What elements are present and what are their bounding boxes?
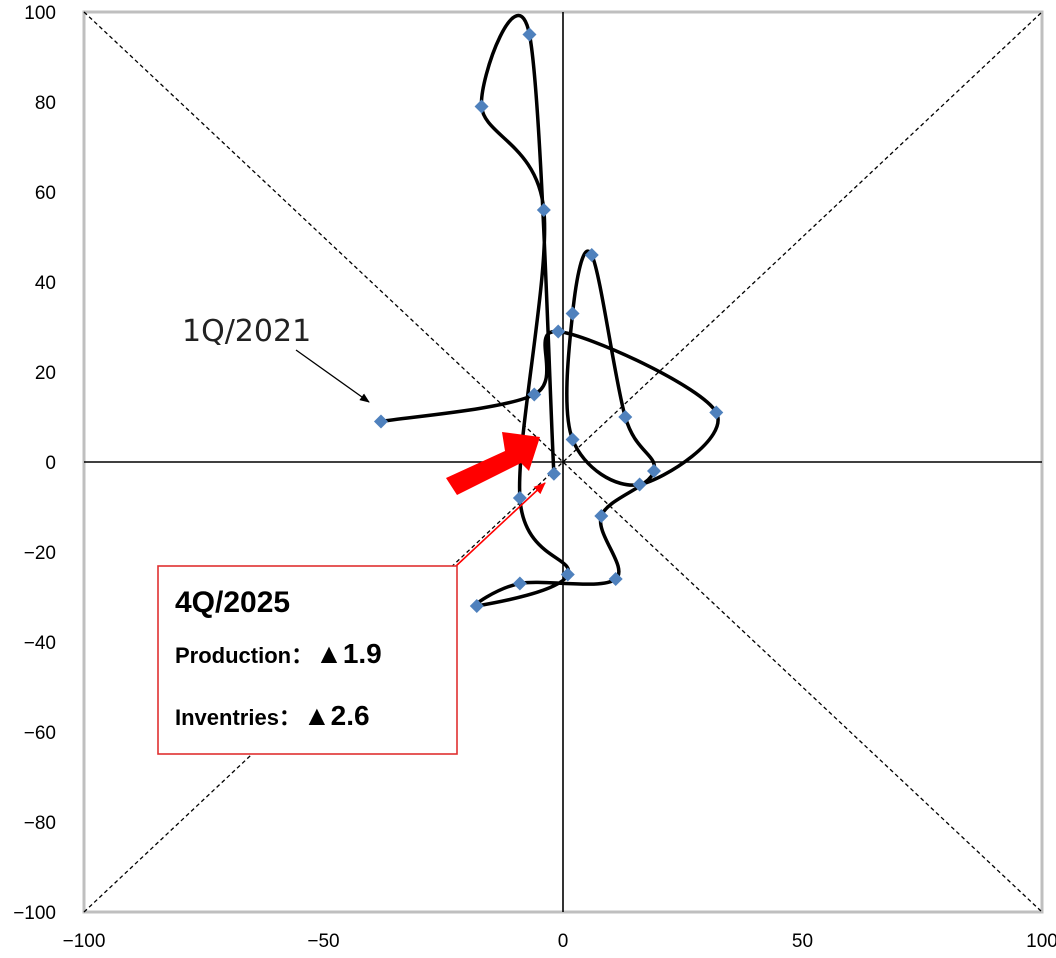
data-point-marker [565,432,580,447]
x-tick-label: 0 [558,931,569,952]
annotation-1q2021-label: 1Q/2021 [182,314,311,349]
y-tick-label: −40 [24,633,56,654]
series-markers [373,27,724,613]
data-point-marker [565,306,580,321]
y-tick-label: 80 [35,93,56,114]
x-tick-label: 100 [1026,931,1056,952]
y-tick-labels: 100 80 60 40 20 0 −20 −40 −60 −80 −100 [13,3,56,924]
diagonal-line-descending [83,11,1043,913]
data-point-marker [546,466,561,481]
y-tick-label: −60 [24,723,56,744]
x-tick-label: −100 [63,931,106,952]
y-tick-label: 60 [35,183,56,204]
data-point-marker [608,572,623,586]
annotation-4q2025-pointer [455,482,546,567]
data-point-marker [560,567,575,582]
direction-arrow [446,432,540,495]
data-point-marker [512,576,527,591]
y-tick-label: 40 [35,273,56,294]
data-point-marker [522,27,537,42]
y-tick-label: −20 [24,543,56,564]
y-tick-label: 100 [24,3,56,24]
x-tick-labels: −100 −50 0 50 100 [63,931,1056,952]
annotation-4q2025-box [157,565,458,755]
production-label: Production： [175,643,313,668]
data-point-marker [536,203,551,217]
production-value: ▲1.9 [315,638,382,669]
annotation-inventories-line: Inventries：▲2.6 [175,700,370,731]
data-point-marker [469,599,484,613]
data-point-marker [709,405,724,420]
annotation-4q2025-title: 4Q/2025 [175,586,290,619]
data-point-marker [512,491,527,505]
diagonal-line-ascending [83,11,1043,913]
data-point-marker [647,464,662,478]
data-point-marker [594,509,609,523]
y-tick-label: −80 [24,813,56,834]
data-point-marker [618,410,633,424]
inventories-value: ▲2.6 [303,700,370,731]
data-point-marker [474,99,489,114]
diagonal-reference-lines [83,11,1043,913]
y-tick-label: 0 [45,453,56,474]
data-point-marker [373,414,388,429]
annotation-production-line: Production：▲1.9 [175,638,382,669]
annotation-1q2021-pointer [295,349,370,403]
y-tick-label: 20 [35,363,56,384]
y-tick-label: −100 [13,903,56,924]
x-tick-label: 50 [792,931,813,952]
data-point-marker [551,324,566,339]
inventories-label: Inventries： [175,705,301,730]
data-point-marker [527,387,542,402]
x-tick-label: −50 [307,931,339,952]
data-point-marker [632,477,647,492]
data-point-marker [584,248,599,262]
